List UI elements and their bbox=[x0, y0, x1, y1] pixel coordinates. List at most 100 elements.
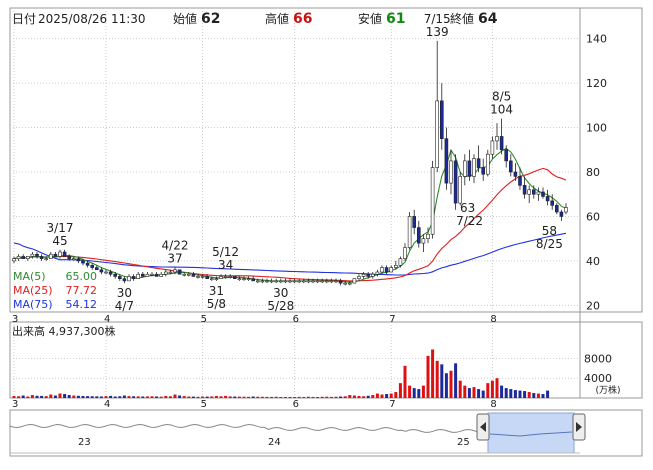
volume-bar bbox=[274, 396, 278, 398]
volume-bar bbox=[187, 396, 191, 398]
volume-bar bbox=[40, 395, 44, 398]
volume-bar bbox=[237, 396, 241, 398]
volume-bar bbox=[182, 396, 186, 398]
volume-bar bbox=[380, 394, 384, 398]
volume-bar bbox=[265, 396, 269, 398]
volume-bar bbox=[477, 389, 481, 398]
volume-bar bbox=[412, 388, 416, 398]
candle bbox=[58, 251, 62, 257]
ma-legend-label: MA(5) bbox=[13, 270, 46, 283]
volume-bar bbox=[481, 390, 485, 398]
candle bbox=[108, 271, 113, 275]
candle bbox=[44, 258, 48, 260]
navigator-year-label: 25 bbox=[457, 437, 470, 448]
candle bbox=[187, 273, 191, 276]
volume-bar bbox=[449, 370, 453, 398]
volume-legend: 出来高 4,937,300株 bbox=[12, 324, 115, 338]
candle bbox=[338, 280, 343, 284]
low-label: 安値 bbox=[358, 11, 382, 26]
ma-legend-label: MA(75) bbox=[13, 298, 53, 311]
candle bbox=[62, 251, 67, 257]
candle bbox=[81, 260, 85, 264]
volume-bar bbox=[302, 396, 306, 398]
candle bbox=[12, 258, 16, 262]
candle bbox=[315, 280, 320, 283]
ma-legend-label: MA(25) bbox=[13, 284, 53, 297]
candle bbox=[136, 273, 140, 279]
candle bbox=[348, 282, 352, 285]
ma-legend-value: 77.72 bbox=[66, 284, 98, 297]
volume-bar bbox=[205, 396, 209, 398]
candle bbox=[191, 273, 196, 277]
candle bbox=[334, 280, 338, 283]
candle bbox=[274, 280, 278, 283]
annotation-date: 3/17 bbox=[47, 221, 74, 235]
candle bbox=[49, 253, 53, 259]
volume-bar bbox=[63, 394, 67, 398]
ma-legend-value: 54.12 bbox=[66, 298, 98, 311]
candle bbox=[67, 256, 71, 259]
close-value: 64 bbox=[478, 11, 498, 27]
candle bbox=[233, 276, 237, 279]
candle bbox=[532, 189, 536, 195]
candle bbox=[555, 205, 559, 213]
candle bbox=[463, 160, 467, 177]
candle bbox=[435, 100, 439, 168]
volume-bar bbox=[12, 396, 16, 398]
candle bbox=[260, 280, 265, 283]
candle bbox=[145, 273, 150, 277]
volume-bar bbox=[196, 396, 200, 398]
candle bbox=[95, 267, 99, 271]
chevron-left-icon bbox=[480, 422, 486, 432]
volume-bar bbox=[168, 396, 172, 398]
annotation-date: 8/5 bbox=[492, 90, 511, 104]
volume-bar bbox=[95, 396, 99, 398]
volume-month-label: 8 bbox=[490, 399, 496, 410]
candle bbox=[545, 196, 550, 202]
volume-tick-label: 8000 bbox=[584, 352, 612, 365]
volume-bar bbox=[389, 393, 393, 398]
volume-bar bbox=[99, 396, 103, 398]
annotation-value: 37 bbox=[167, 252, 182, 266]
candle bbox=[449, 160, 453, 184]
candle bbox=[35, 253, 39, 257]
annotation-value: 31 bbox=[209, 284, 224, 298]
candle bbox=[131, 276, 136, 279]
volume-bar bbox=[118, 396, 122, 398]
candle bbox=[26, 256, 30, 259]
volume-bar bbox=[224, 395, 228, 398]
volume-bar bbox=[67, 395, 71, 398]
candle bbox=[173, 269, 177, 273]
volume-bar bbox=[417, 389, 421, 398]
volume-bar bbox=[325, 396, 329, 398]
candle bbox=[219, 276, 223, 279]
volume-bar bbox=[233, 396, 237, 398]
candle bbox=[242, 278, 246, 280]
month-label: 6 bbox=[293, 314, 299, 325]
ma-legend-value: 65.00 bbox=[66, 270, 98, 283]
month-label: 8 bbox=[490, 314, 496, 325]
volume-bar bbox=[357, 396, 361, 398]
candle bbox=[421, 238, 426, 244]
open-label: 始値 bbox=[173, 11, 197, 26]
volume-bar bbox=[495, 378, 499, 398]
volume-bar bbox=[283, 396, 287, 398]
volume-bar bbox=[122, 395, 126, 398]
header-bar: 日付 2025/08/26 11:30 始値 62 高値 66 安値 61 終値 64 bbox=[12, 11, 498, 27]
candle bbox=[518, 176, 522, 186]
candle bbox=[159, 273, 163, 277]
candle bbox=[16, 256, 21, 259]
volume-bar bbox=[242, 396, 246, 398]
price-tick-label: 100 bbox=[586, 122, 607, 135]
volume-bar bbox=[311, 396, 315, 398]
volume-bar bbox=[316, 397, 320, 398]
candle bbox=[246, 278, 251, 280]
candle bbox=[127, 276, 131, 282]
candle bbox=[550, 200, 554, 206]
candle bbox=[164, 271, 168, 275]
volume-bar bbox=[35, 395, 39, 398]
navigator-year-label: 23 bbox=[78, 437, 91, 448]
volume-bar bbox=[375, 393, 379, 398]
close-label: 終値 bbox=[450, 11, 474, 26]
